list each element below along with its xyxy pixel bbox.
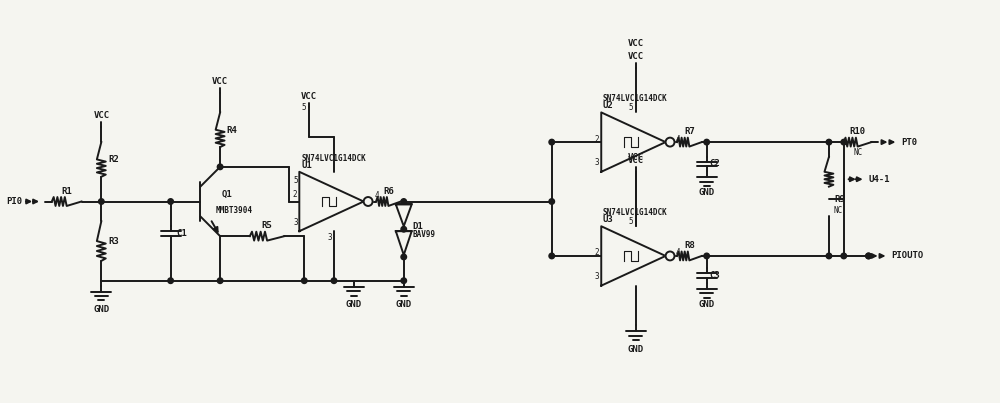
Circle shape	[217, 278, 223, 283]
Text: R7: R7	[684, 127, 695, 136]
Text: R9: R9	[834, 195, 845, 204]
Circle shape	[549, 139, 555, 145]
Circle shape	[866, 253, 871, 259]
Text: GND: GND	[396, 301, 412, 310]
Circle shape	[826, 139, 832, 145]
Text: 5: 5	[302, 103, 306, 112]
Text: U4-1: U4-1	[869, 175, 890, 184]
Text: VCC: VCC	[628, 153, 644, 162]
Text: U1: U1	[301, 161, 312, 170]
Text: SN74LVC1G14DCK: SN74LVC1G14DCK	[602, 94, 667, 104]
Text: C2: C2	[710, 159, 720, 168]
Text: U2: U2	[602, 102, 613, 110]
Text: D1: D1	[413, 222, 423, 231]
Text: VCC: VCC	[301, 91, 317, 100]
Text: VCC: VCC	[628, 39, 644, 48]
Text: 3: 3	[327, 233, 332, 242]
Circle shape	[704, 139, 709, 145]
Text: 3: 3	[293, 218, 298, 227]
Text: 4: 4	[375, 191, 379, 199]
Text: VCC: VCC	[628, 52, 644, 61]
Circle shape	[826, 253, 832, 259]
Circle shape	[549, 253, 555, 259]
Text: R6: R6	[383, 187, 394, 195]
Text: VCC: VCC	[212, 77, 228, 86]
Circle shape	[401, 278, 407, 283]
Text: PI0: PI0	[6, 197, 22, 206]
Text: VCC: VCC	[93, 111, 109, 120]
Circle shape	[841, 139, 847, 145]
Text: R5: R5	[261, 221, 272, 230]
Text: GND: GND	[699, 300, 715, 309]
Text: 5: 5	[293, 176, 298, 185]
Circle shape	[866, 253, 871, 259]
Text: 3: 3	[595, 158, 599, 167]
Text: GND: GND	[93, 305, 109, 314]
Text: R10: R10	[850, 127, 866, 136]
Text: 3: 3	[595, 272, 599, 281]
Text: Q1: Q1	[222, 189, 233, 199]
Text: 5: 5	[628, 217, 633, 226]
Circle shape	[549, 199, 555, 204]
Circle shape	[301, 278, 307, 283]
Circle shape	[666, 251, 675, 260]
Circle shape	[168, 278, 173, 283]
Text: PT0: PT0	[901, 137, 917, 147]
Text: U3: U3	[602, 215, 613, 224]
Text: SN74LVC1G14DCK: SN74LVC1G14DCK	[301, 154, 366, 163]
Text: 4: 4	[676, 135, 681, 143]
Circle shape	[364, 197, 373, 206]
Circle shape	[168, 199, 173, 204]
Text: R8: R8	[684, 241, 695, 250]
Text: 2: 2	[595, 135, 599, 143]
Text: GND: GND	[346, 301, 362, 310]
Text: MMBT3904: MMBT3904	[215, 206, 252, 216]
Text: BAV99: BAV99	[413, 230, 436, 239]
Text: C1: C1	[177, 229, 187, 238]
Text: 2: 2	[595, 249, 599, 258]
Text: 2: 2	[293, 189, 297, 199]
Text: GND: GND	[628, 345, 644, 354]
Circle shape	[217, 164, 223, 170]
Text: NC: NC	[853, 148, 862, 157]
Text: SN74LVC1G14DCK: SN74LVC1G14DCK	[602, 208, 667, 217]
Text: R4: R4	[226, 126, 237, 135]
Text: R1: R1	[61, 187, 72, 195]
Text: 4: 4	[676, 249, 681, 258]
Circle shape	[666, 138, 675, 147]
Circle shape	[331, 278, 337, 283]
Text: 5: 5	[628, 103, 633, 112]
Text: PIOUTO: PIOUTO	[891, 251, 924, 260]
Circle shape	[401, 254, 407, 260]
Circle shape	[401, 226, 407, 232]
Circle shape	[841, 253, 847, 259]
Circle shape	[99, 199, 104, 204]
Text: NC: NC	[834, 206, 843, 216]
Text: C3: C3	[710, 271, 720, 280]
Text: VCC: VCC	[628, 156, 644, 165]
Circle shape	[401, 199, 407, 204]
Text: R2: R2	[108, 156, 119, 164]
Text: R3: R3	[108, 237, 119, 245]
Text: GND: GND	[699, 188, 715, 197]
Circle shape	[704, 253, 709, 259]
